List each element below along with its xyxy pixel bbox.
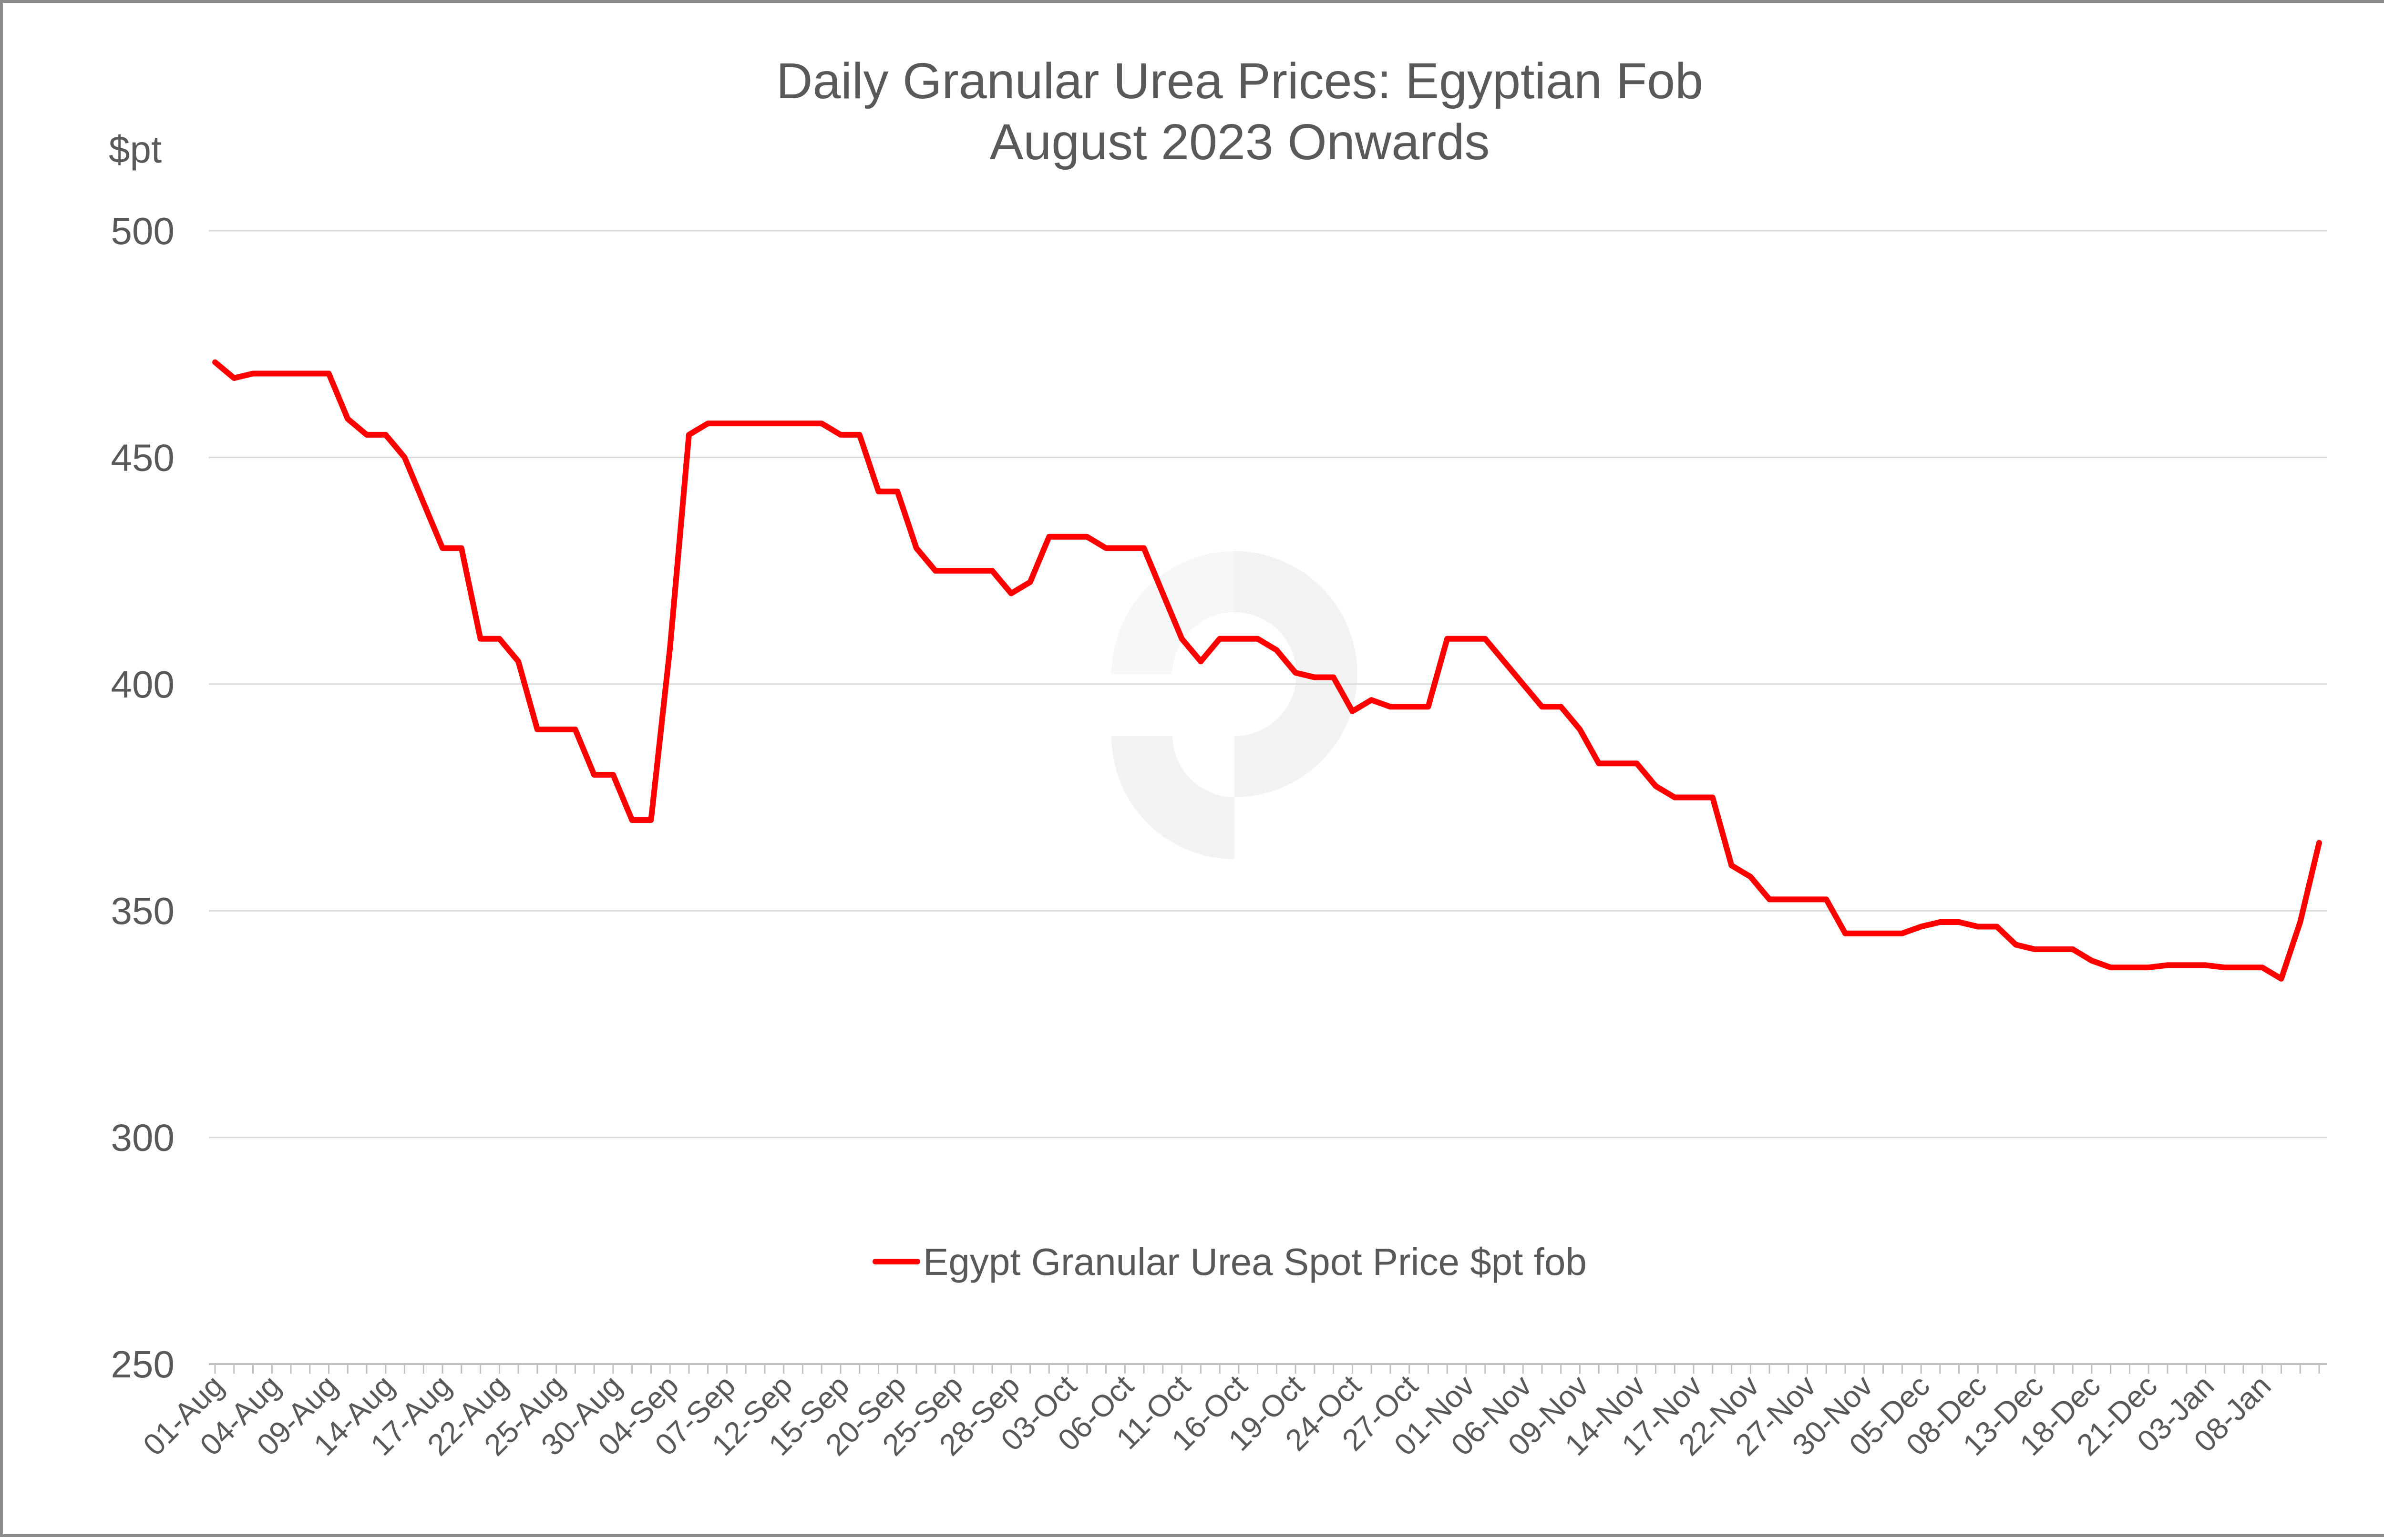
y-axis-labels: 250 300 350 400 450 500: [111, 210, 175, 1386]
chart-subtitle: August 2023 Onwards: [990, 114, 1490, 170]
legend-label: Egypt Granular Urea Spot Price $pt fob: [923, 1241, 1587, 1283]
y-tick-label-350: 350: [111, 890, 175, 932]
x-axis: [209, 1363, 2327, 1374]
logo-watermark-arc-right: [1234, 551, 1357, 797]
y-tick-label-400: 400: [111, 663, 175, 706]
chart-title: Daily Granular Urea Prices: Egyptian Fob: [776, 53, 1703, 109]
logo-watermark-arc-left: [1111, 736, 1234, 859]
series-layer: [212, 359, 2322, 982]
chart-canvas: 250 300 350 400 450 500 01-Aug04-Aug09-Aug14-…: [109, 53, 2327, 1462]
y-axis-unit-label: $pt: [109, 128, 162, 171]
x-axis-labels: 01-Aug04-Aug09-Aug14-Aug17-Aug22-Aug25-A…: [136, 1368, 2278, 1462]
y-tick-label-250: 250: [111, 1343, 175, 1386]
y-tick-label-450: 450: [111, 436, 175, 479]
y-tick-label-300: 300: [111, 1117, 175, 1159]
y-tick-label-500: 500: [111, 210, 175, 252]
series-line-egypt-granular-urea: [212, 359, 2322, 982]
logo-watermark-icon: [1111, 551, 1357, 859]
gridlines: [209, 230, 2327, 1139]
legend: Egypt Granular Urea Spot Price $pt fob: [873, 1241, 1587, 1283]
